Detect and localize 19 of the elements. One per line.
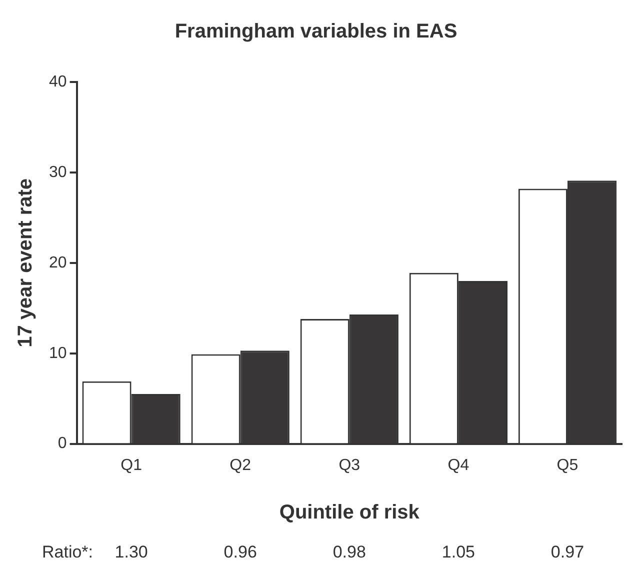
x-tick-label: Q2 [230, 456, 252, 474]
text: 0.96 [224, 542, 257, 562]
text: 0.97 [550, 542, 584, 562]
x-tick-label: Q1 [120, 456, 142, 474]
x-tick-label: Q3 [338, 456, 360, 474]
y-axis-title: 17 year event rate [14, 178, 37, 348]
text: 0.98 [332, 542, 366, 562]
chart-title: Framingham variables in EAS [174, 20, 458, 43]
x-tick-label: Q4 [448, 456, 470, 474]
y-tick-label: 20 [49, 254, 67, 272]
y-tick-label: 40 [49, 73, 67, 90]
text: 1.30 [114, 542, 148, 562]
y-tick-label: 0 [58, 435, 67, 452]
y-tick-label: 30 [49, 164, 67, 181]
text: 1.05 [442, 542, 475, 562]
text: Ratio*: [42, 542, 94, 562]
x-tick-label: Q5 [556, 456, 578, 474]
y-tick-label: 10 [49, 344, 67, 362]
x-axis-title: Quintile of risk [279, 502, 420, 524]
